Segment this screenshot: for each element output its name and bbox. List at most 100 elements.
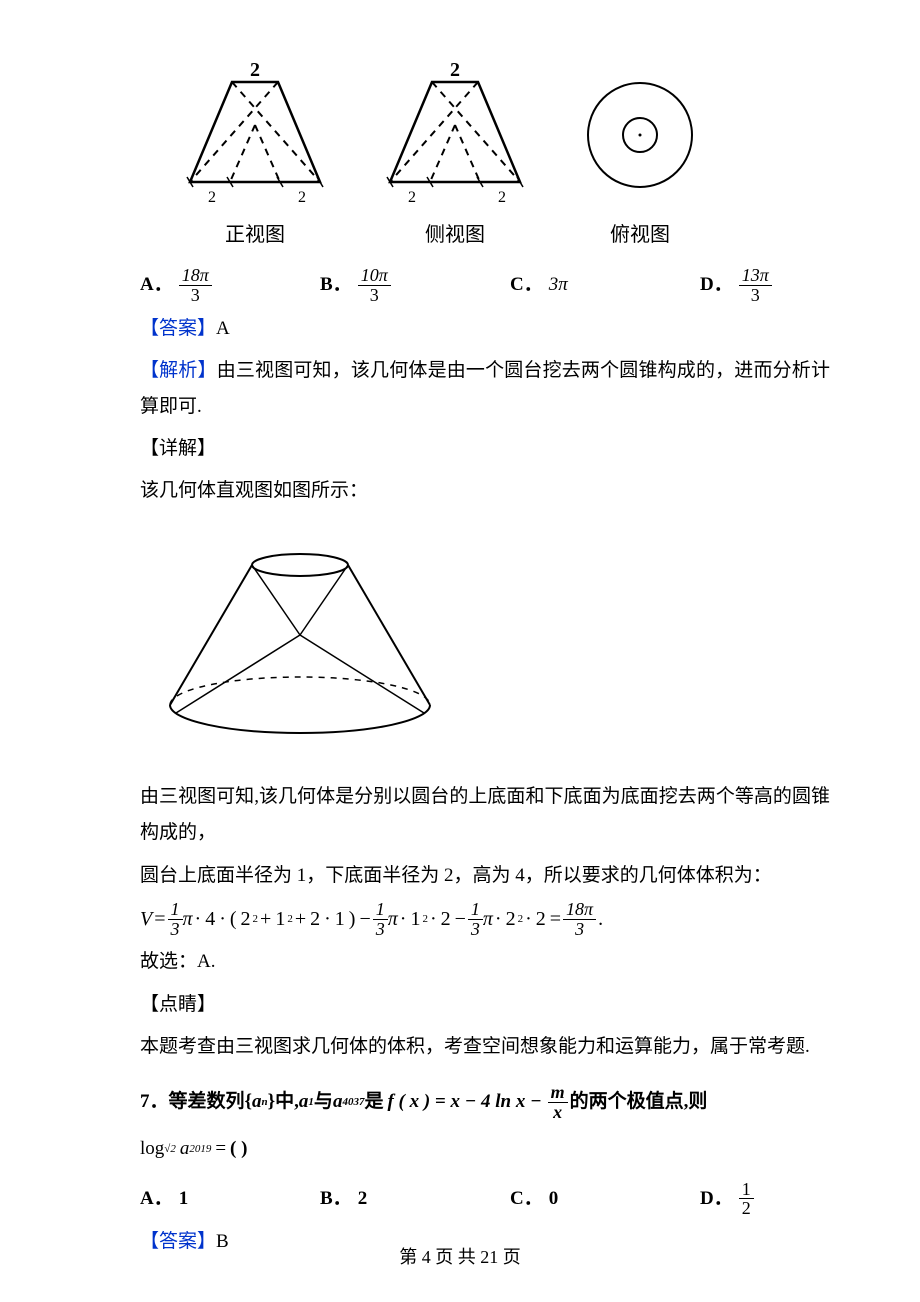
detail-label: 【详解】 <box>140 431 830 467</box>
f-lp: ( <box>230 900 237 938</box>
footer-mid: 页 共 <box>431 1247 481 1267</box>
q7-a4037: a <box>333 1084 343 1120</box>
front-top-label: 2 <box>250 60 260 81</box>
three-views-row: 2 2 2 正视图 2 <box>140 60 830 254</box>
top-view-label: 俯视图 <box>610 216 670 254</box>
q6-choices: A． 18π 3 B． 10π 3 C． 3π D． 13π 3 <box>140 266 830 305</box>
q7-logarg: a <box>180 1131 190 1167</box>
q7-a4037-sub: 4037 <box>342 1092 364 1113</box>
q7-choice-d: D． 12 <box>700 1180 754 1219</box>
choice-c-tag: C． <box>510 267 543 303</box>
choice-d-frac: 13π 3 <box>739 266 772 305</box>
footer-total: 21 <box>480 1247 498 1267</box>
q6-analysis-body: 由三视图可知，该几何体是由一个圆台挖去两个圆锥构成的，进而分析计算即可. <box>140 360 830 417</box>
f-dot7: · <box>525 900 532 938</box>
f-V: V <box>140 900 152 938</box>
q7-choice-b: B．2 <box>320 1181 510 1217</box>
q7-logbase: √2 <box>164 1139 176 1160</box>
choice-d: D． 13π 3 <box>700 266 772 305</box>
choice-b-tag: B． <box>320 267 352 303</box>
choice-a-num: 18π <box>179 266 212 286</box>
choice-a-frac: 18π 3 <box>179 266 212 305</box>
f-dot6: · <box>495 900 502 938</box>
conclude: 故选：A. <box>140 944 830 980</box>
f-dot1: · <box>195 900 202 938</box>
f-rd: 3 <box>572 920 587 939</box>
choice-d-tag: D． <box>700 267 733 303</box>
volume-formula: V = 13 π · 4 · ( 22 + 12 + 2·1 ) − 13 π … <box>140 900 830 939</box>
para2: 圆台上底面半径为 1，下底面半径为 2，高为 4，所以要求的几何体体积为： <box>140 858 830 894</box>
choice-a: A． 18π 3 <box>140 266 320 305</box>
q7-x: x <box>550 1103 565 1122</box>
q7-b-val: 2 <box>358 1181 368 1217</box>
choice-a-tag: A． <box>140 267 173 303</box>
front-mark-left: 2 <box>208 189 216 206</box>
footer-suf: 页 <box>498 1247 521 1267</box>
dianjing-label: 【点睛】 <box>140 987 830 1023</box>
q6-answer-label: 【答案】 <box>140 318 216 339</box>
f-d2: 3 <box>373 920 388 939</box>
front-view-block: 2 2 2 正视图 <box>170 60 340 254</box>
f-d3: 3 <box>468 920 483 939</box>
f-n1: 1 <box>168 900 183 920</box>
footer-pre: 第 <box>399 1247 422 1267</box>
q7-is: 是 <box>364 1084 383 1120</box>
q7-m: m <box>548 1083 568 1103</box>
f-pi2: π <box>388 900 398 938</box>
choice-c: C． 3π <box>510 267 700 303</box>
side-view-block: 2 2 2 侧视图 <box>370 60 540 254</box>
q7-mid1: 中, <box>275 1084 299 1120</box>
side-mark-left: 2 <box>408 189 416 206</box>
f-p1: + <box>260 900 271 938</box>
page-footer: 第 4 页 共 21 页 <box>0 1240 920 1274</box>
f-4: 4 <box>205 900 215 938</box>
f-n3: 1 <box>468 900 483 920</box>
page: 2 2 2 正视图 2 <box>0 0 920 1302</box>
f-period: . <box>598 900 603 938</box>
front-mark-right: 2 <box>298 189 306 206</box>
q7-tail: 的两个极值点,则 <box>570 1084 708 1120</box>
q7-c-val: 0 <box>549 1181 559 1217</box>
q6-answer: 【答案】A <box>140 311 830 347</box>
q7-choice-c: C．0 <box>510 1181 700 1217</box>
q7-choices: A．1 B．2 C．0 D． 12 <box>140 1180 830 1219</box>
side-view-svg: 2 2 2 <box>370 60 540 210</box>
q7-fx: f ( x ) = x − 4 ln x − <box>387 1084 541 1120</box>
q7-yu: 与 <box>314 1084 333 1120</box>
choice-b: B． 10π 3 <box>320 266 510 305</box>
q7-num: 7． <box>140 1084 169 1120</box>
choice-d-num: 13π <box>739 266 772 286</box>
front-view-svg: 2 2 2 <box>170 60 340 210</box>
q7-a-val: 1 <box>179 1181 189 1217</box>
choice-b-num: 10π <box>358 266 391 286</box>
q7-d-num: 1 <box>739 1180 754 1200</box>
f-dot5: · <box>430 900 437 938</box>
f-dot2: · <box>219 900 226 938</box>
f-dot4: · <box>400 900 407 938</box>
f-eq1: = <box>154 900 165 938</box>
f-dot3: · <box>324 900 331 938</box>
q7-logarg-sub: 2019 <box>189 1139 211 1160</box>
f-rp: ) <box>349 900 356 938</box>
footer-cur: 4 <box>422 1247 431 1267</box>
f-eq2: = <box>550 900 561 938</box>
choice-b-frac: 10π 3 <box>358 266 391 305</box>
q7-seq: a <box>252 1084 262 1120</box>
solid-svg <box>150 545 450 740</box>
q7-choice-a: A．1 <box>140 1181 320 1217</box>
choice-c-val: 3π <box>549 267 568 303</box>
q7-d-den: 2 <box>739 1199 754 1218</box>
q7: 7． 等差数列 {an} 中, a1 与 a4037 是 f ( x ) = x… <box>140 1083 830 1261</box>
f-p2: + <box>295 900 306 938</box>
q7-eq: = <box>215 1131 226 1167</box>
q7-pre: 等差数列 <box>169 1084 245 1120</box>
q6-analysis: 【解析】由三视图可知，该几何体是由一个圆台挖去两个圆锥构成的，进而分析计算即可. <box>140 353 830 425</box>
para1: 由三视图可知,该几何体是分别以圆台的上底面和下底面为底面挖去两个等高的圆锥构成的… <box>140 779 830 851</box>
choice-a-den: 3 <box>188 286 203 305</box>
f-pi3: π <box>483 900 493 938</box>
f-n2: 1 <box>373 900 388 920</box>
q7-paren: ( ) <box>230 1131 247 1167</box>
f-m1: − <box>359 900 370 938</box>
q7-line2: log √2 a2019 = ( ) <box>140 1131 830 1167</box>
f-m2: − <box>455 900 466 938</box>
